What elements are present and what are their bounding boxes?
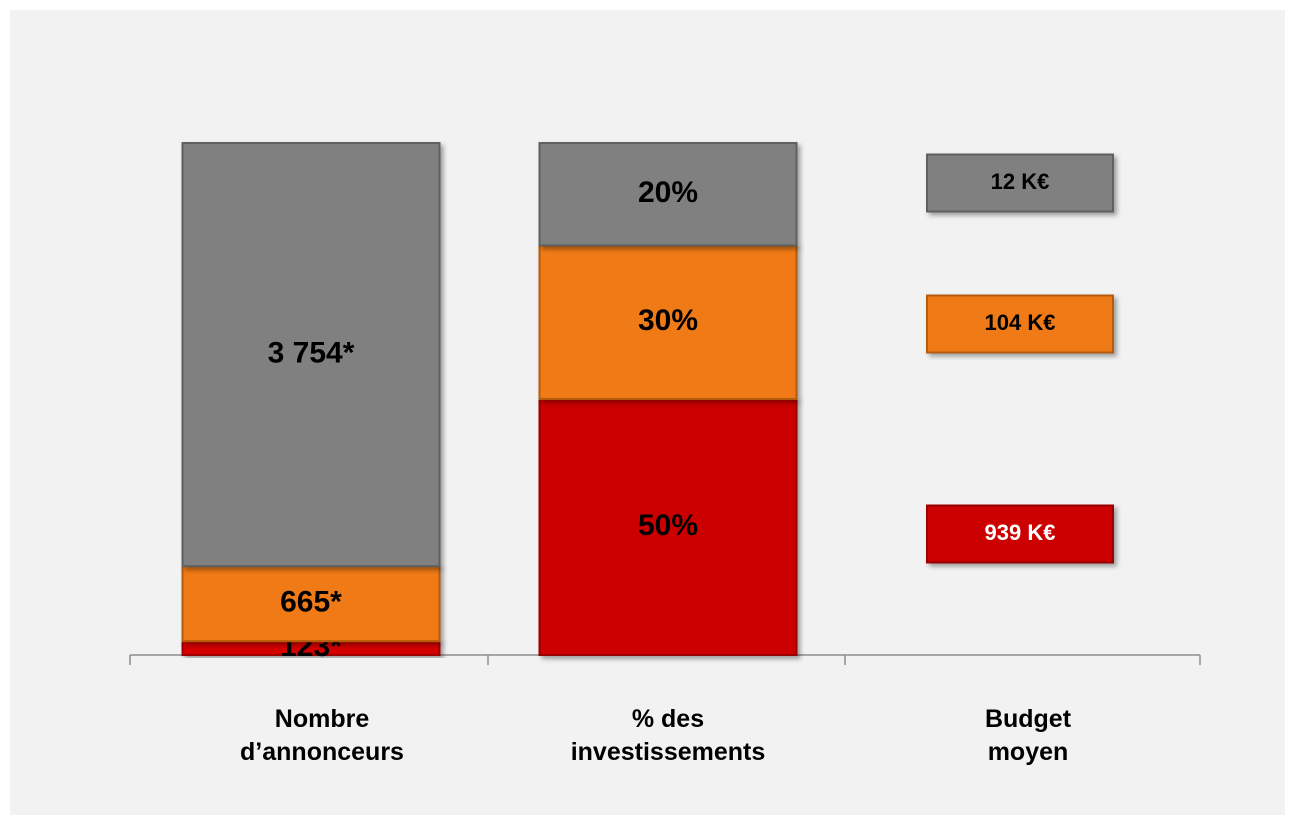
category-label: Budget moyen bbox=[984, 705, 1072, 766]
data-label: 3 754* bbox=[268, 337, 355, 370]
data-label: 30% bbox=[638, 304, 698, 337]
data-label: 665* bbox=[280, 586, 342, 619]
data-label: 939 K€ bbox=[985, 520, 1056, 545]
bar-segment bbox=[538, 244, 798, 400]
bar-segment bbox=[181, 565, 441, 643]
data-label: 20% bbox=[638, 176, 698, 209]
data-label: 12 K€ bbox=[991, 169, 1050, 194]
bar-segment bbox=[538, 142, 798, 247]
value-tag bbox=[926, 294, 1114, 354]
bar-segment bbox=[538, 398, 798, 656]
value-tag bbox=[926, 504, 1114, 564]
bar-segment bbox=[181, 142, 441, 568]
category-label: % des investissements bbox=[570, 705, 766, 766]
data-label: 104 K€ bbox=[985, 310, 1056, 335]
data-label: 50% bbox=[638, 509, 698, 542]
value-tag bbox=[926, 153, 1114, 213]
category-label: Nombre d’annonceurs bbox=[240, 705, 404, 766]
